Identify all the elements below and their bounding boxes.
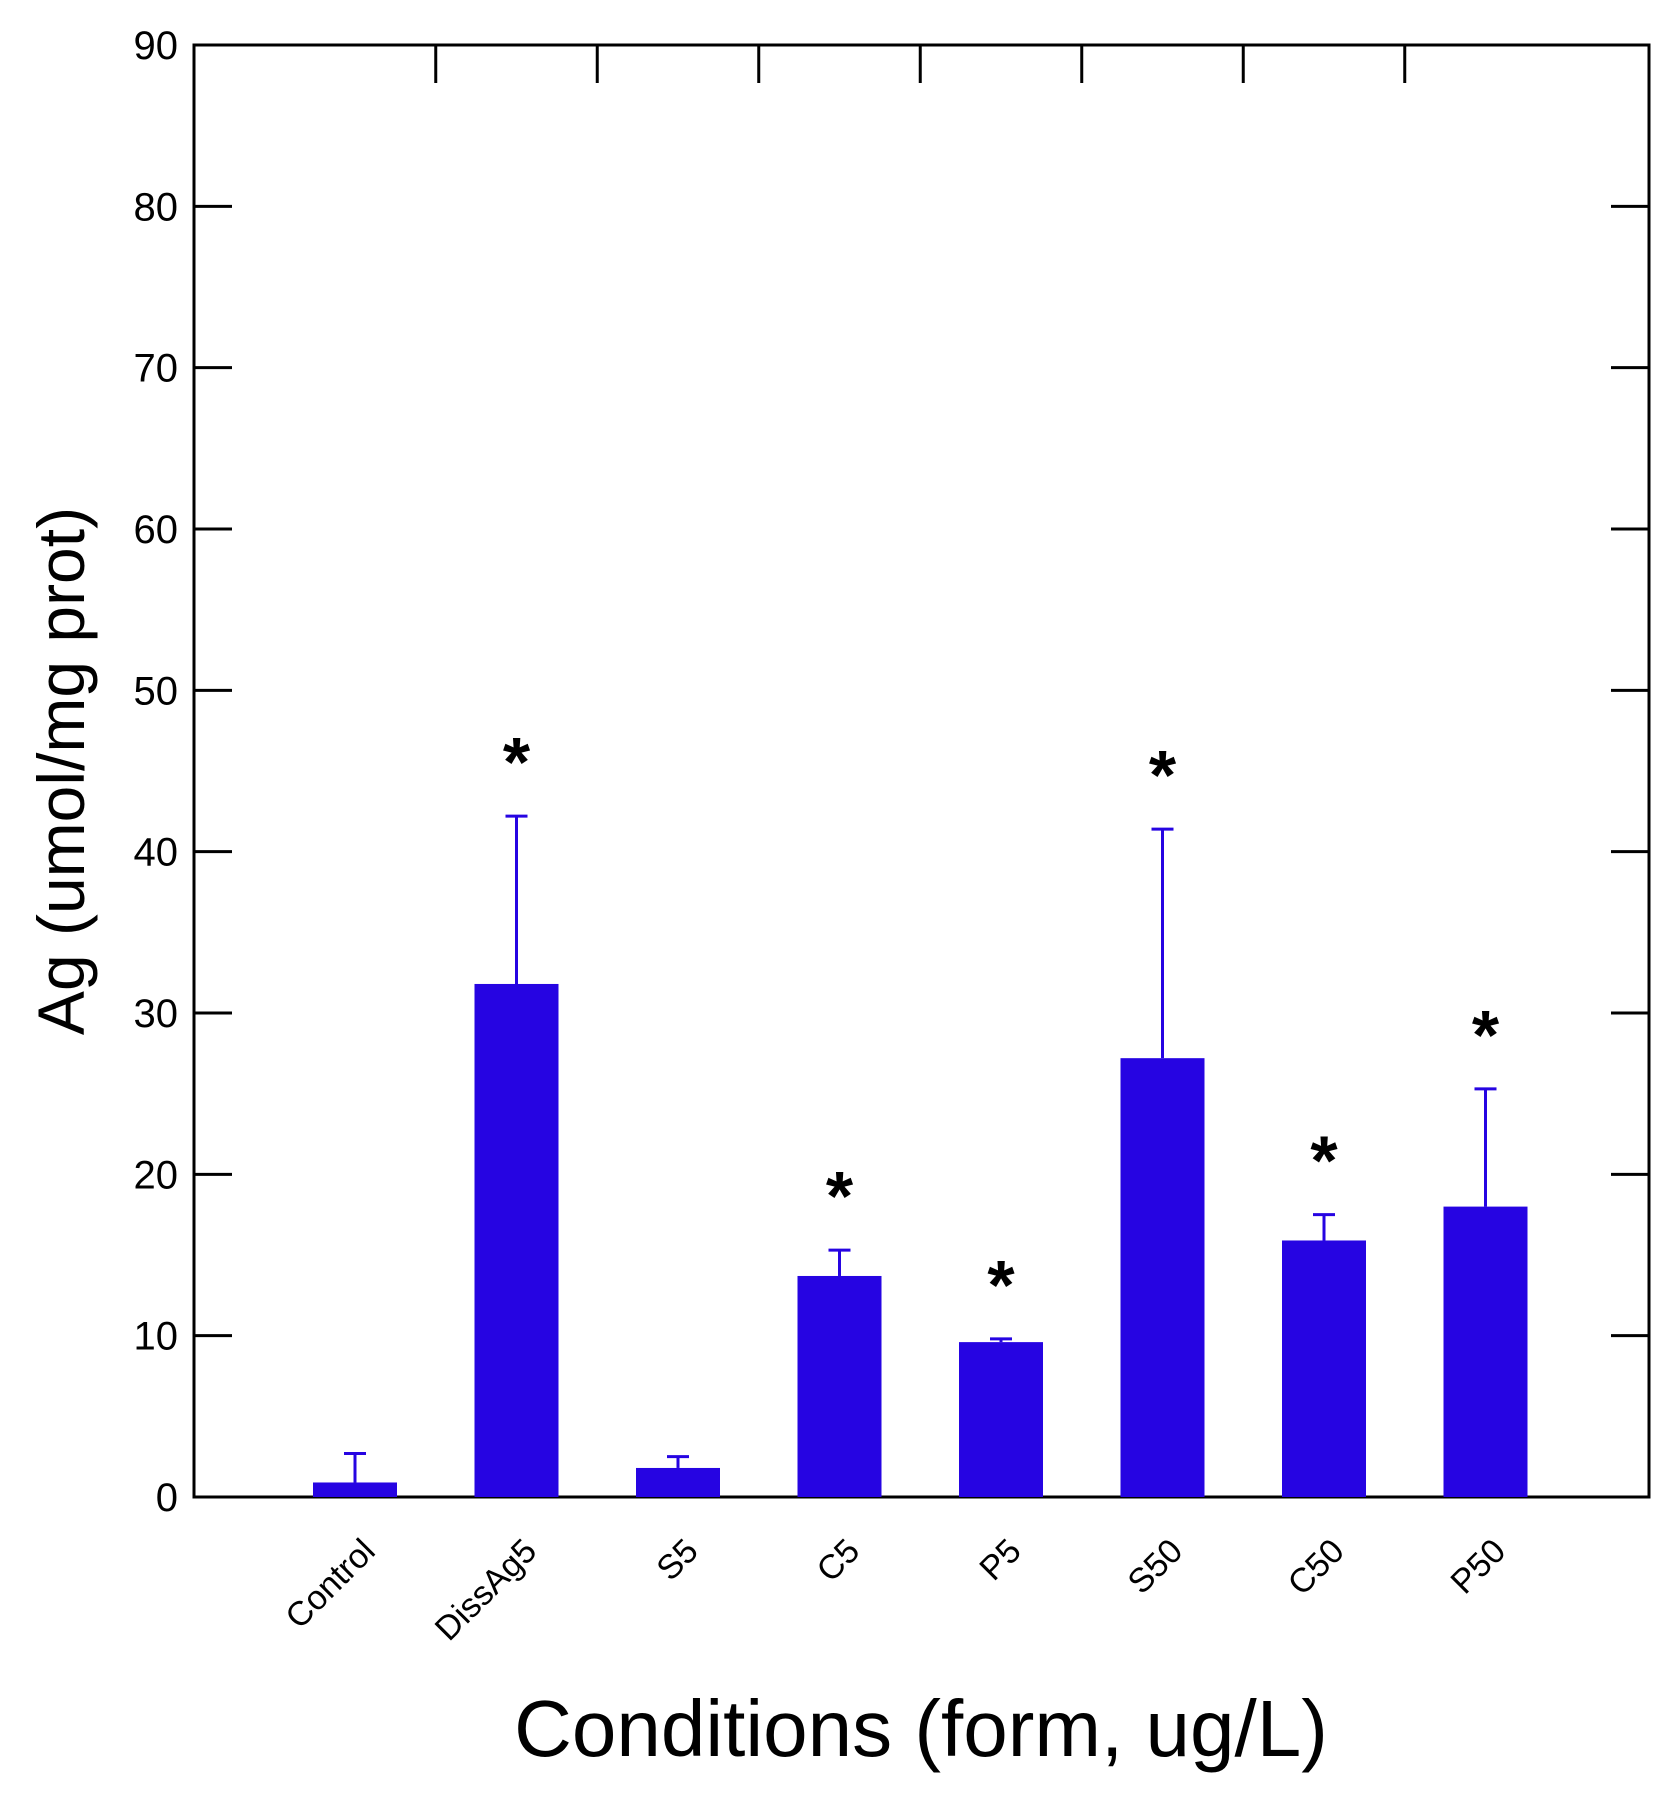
x-category-label: Control	[278, 1532, 382, 1636]
y-tick-label: 50	[134, 669, 179, 713]
y-tick-label: 70	[134, 347, 179, 391]
bar-dissag5	[474, 983, 559, 1497]
x-category-label: P50	[1444, 1532, 1514, 1602]
plot-frame	[192, 43, 1651, 1499]
x-category-label: C5	[810, 1532, 868, 1590]
significance-markers: * * * * * *	[503, 723, 1500, 1324]
y-axis: 0 10 20 30 40 50 60 70 80 90	[134, 24, 1649, 1520]
x-axis-title: Conditions (form, ug/L)	[514, 1684, 1328, 1773]
y-tick-label: 30	[134, 992, 179, 1036]
x-axis-top-ticks	[434, 45, 1407, 83]
y-axis-title: Ag (umol/mg prot)	[24, 507, 98, 1035]
plot-area	[192, 43, 1651, 1499]
x-category-label: S5	[649, 1532, 705, 1588]
significance-star-dissag5: *	[503, 723, 531, 801]
significance-star-c5: *	[826, 1157, 854, 1235]
y-tick-label: 80	[134, 185, 179, 229]
error-bars	[344, 814, 1497, 1483]
bar-c50	[1282, 1240, 1366, 1497]
y-tick-label: 0	[156, 1476, 178, 1520]
y-tick-label: 90	[134, 24, 179, 68]
significance-star-s50: *	[1149, 736, 1177, 814]
x-category-label: P5	[972, 1532, 1028, 1588]
bars	[313, 983, 1528, 1497]
significance-star-p5: *	[987, 1246, 1015, 1324]
y-tick-label: 20	[134, 1153, 179, 1197]
bar-s5	[636, 1467, 720, 1497]
bar-p50	[1443, 1206, 1528, 1497]
bar-c5	[797, 1275, 882, 1497]
bar-s50	[1120, 1058, 1205, 1497]
x-axis-category-labels: Control DissAg5 S5 C5 P5 S50 C50 P50	[278, 1532, 1513, 1648]
x-category-label: C50	[1281, 1532, 1352, 1603]
bar-control	[313, 1482, 397, 1497]
x-category-label: DissAg5	[428, 1532, 544, 1648]
significance-star-c50: *	[1310, 1122, 1338, 1200]
x-category-label: S50	[1121, 1532, 1191, 1602]
y-tick-label: 40	[134, 831, 179, 875]
significance-star-p50: *	[1472, 996, 1500, 1074]
bar-p5	[959, 1342, 1043, 1497]
y-tick-label: 10	[134, 1315, 179, 1359]
y-tick-label: 60	[134, 508, 179, 552]
